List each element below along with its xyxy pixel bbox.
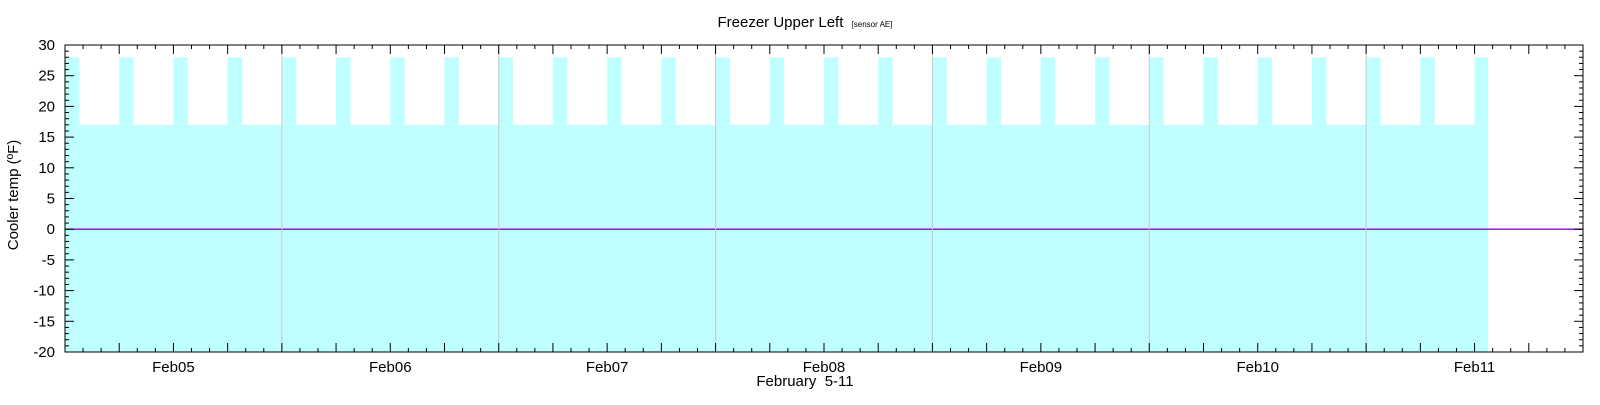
fill-peak-22 (1257, 57, 1273, 125)
x-tick-label-Feb07: Feb07 (586, 359, 629, 376)
chart-title-sub: [sensor AE] (852, 20, 893, 29)
y-tick-label: 10 (38, 160, 55, 177)
fill-peak-7 (444, 57, 459, 125)
fill-peak-6 (390, 57, 405, 125)
fill-peak-8 (498, 57, 514, 125)
fill-peak-4 (281, 57, 297, 125)
chart-title-main: Freezer Upper Left (718, 14, 845, 31)
x-tick-label-Feb10: Feb10 (1236, 359, 1279, 376)
fill-peak-10 (607, 57, 622, 125)
fill-peak-17 (986, 57, 1002, 125)
fill-peak-15 (878, 57, 893, 125)
fill-peak-23 (1311, 57, 1327, 125)
fill-base (65, 124, 1489, 352)
y-tick-label: -20 (33, 344, 55, 361)
x-tick-label-Feb11: Feb11 (1454, 359, 1495, 376)
fill-peak-3 (227, 57, 243, 125)
fill-peak-5 (336, 57, 351, 125)
fill-peak-26 (1474, 57, 1489, 125)
y-tick-label: 5 (47, 191, 55, 208)
tick-layer: -20 -15 -10 -5 0 5 10 15 20 25 30 Feb05 Feb06 Feb07 Fe… (33, 37, 1584, 376)
fill-peak-20 (1149, 57, 1164, 125)
y-tick-label: 25 (38, 68, 55, 85)
fill-peak-1 (119, 57, 134, 125)
fill-peak-25 (1420, 57, 1435, 125)
x-tick-label-Feb08: Feb08 (803, 359, 846, 376)
fill-peak-24 (1366, 57, 1381, 125)
y-tick-label: -15 (33, 313, 55, 330)
fill-peak-9 (552, 57, 568, 125)
plot-layer (65, 57, 1583, 352)
fill-peak-2 (173, 57, 188, 125)
y-tick-label: -5 (42, 252, 55, 269)
fill-peak-0 (65, 57, 80, 125)
fill-peak-12 (715, 57, 731, 125)
y-tick-label: -10 (33, 283, 55, 300)
y-tick-label: 0 (47, 221, 55, 238)
plot-frame (64, 44, 1584, 353)
fill-peak-19 (1095, 57, 1110, 125)
fill-peak-11 (661, 57, 676, 125)
x-tick-label-Feb05: Feb05 (152, 359, 195, 376)
fill-peak-21 (1203, 57, 1218, 125)
grid-layer (281, 45, 1367, 352)
y-tick-label: 30 (38, 37, 55, 54)
y-axis-label: Cooler temp (ºF) (5, 140, 22, 251)
fill-peak-14 (824, 57, 839, 125)
y-tick-label: 15 (38, 129, 55, 146)
x-axis-label: February 5-11 (756, 373, 853, 390)
fill-peak-18 (1040, 57, 1056, 125)
fill-peak-16 (932, 57, 947, 125)
chart-title: Freezer Upper Left [sensor AE] (718, 14, 893, 31)
x-tick-label-Feb06: Feb06 (369, 359, 412, 376)
fill-peak-13 (769, 57, 785, 125)
x-tick-label-Feb09: Feb09 (1020, 359, 1063, 376)
y-tick-label: 20 (38, 98, 55, 115)
